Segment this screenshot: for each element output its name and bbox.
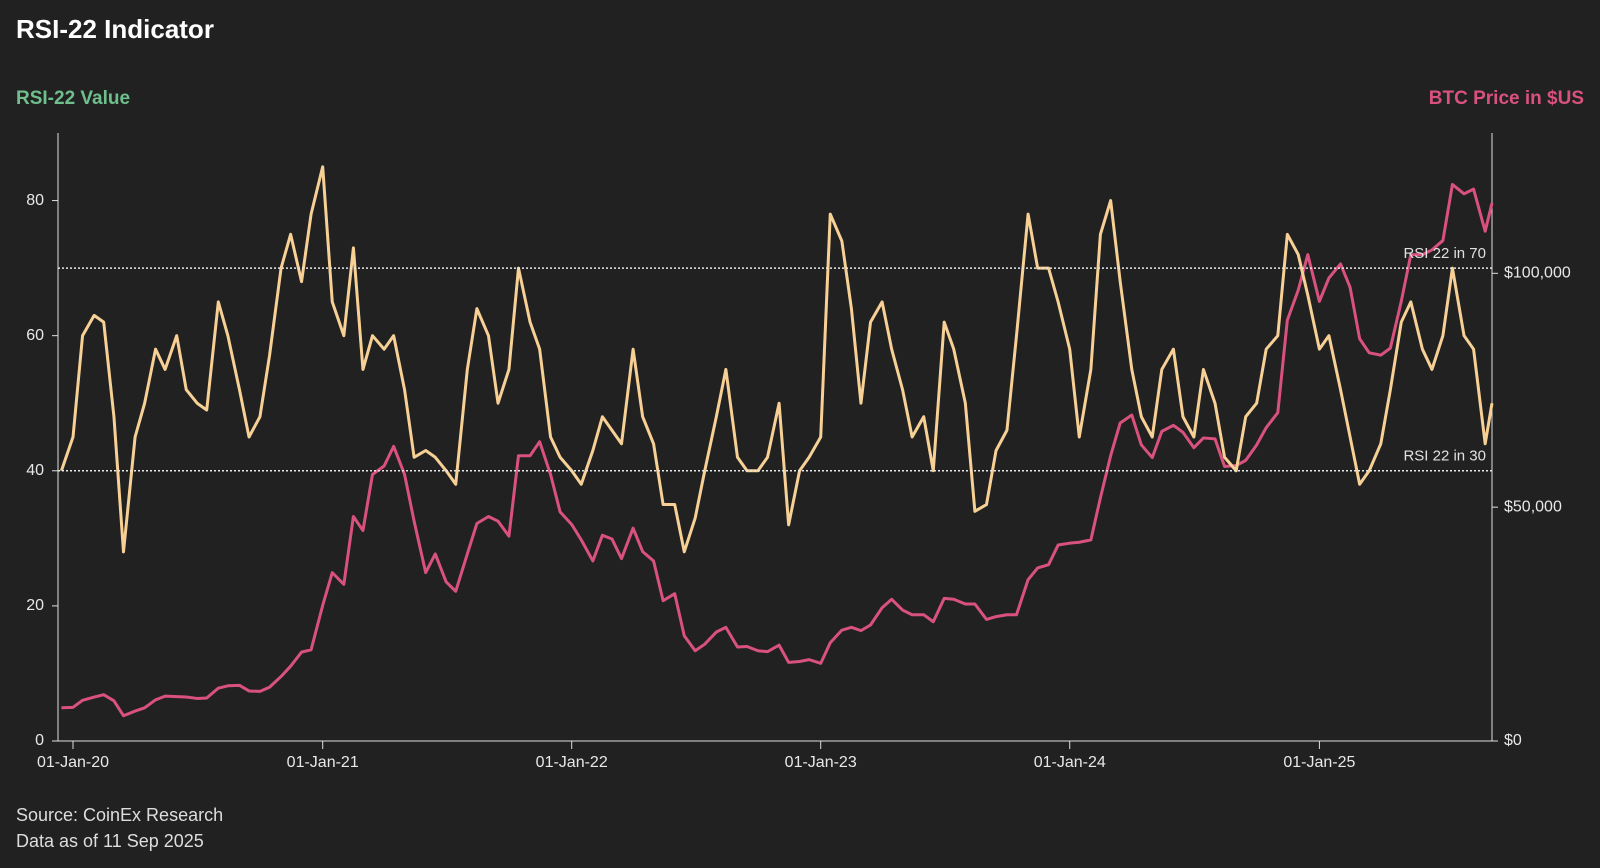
y2-tick-label: $50,000	[1504, 498, 1562, 515]
x-tick-label: 01-Jan-24	[1034, 754, 1106, 771]
chart-title: RSI-22 Indicator	[16, 14, 214, 44]
y-axis-title: RSI-22 Value	[16, 88, 130, 109]
series-line	[61, 182, 1494, 718]
series-line	[59, 165, 1494, 554]
y-tick-label: 40	[26, 462, 44, 479]
y-tick-label: 80	[26, 192, 44, 209]
reference-label: RSI 22 in 30	[1403, 448, 1486, 465]
y-tick-label: 60	[26, 327, 44, 344]
x-tick-label: 01-Jan-21	[287, 754, 359, 771]
y-tick-label: 20	[26, 597, 44, 614]
x-tick-label: 01-Jan-25	[1283, 754, 1355, 771]
x-tick-label: 01-Jan-20	[37, 754, 109, 771]
source: Source: CoinEx Research	[16, 805, 223, 825]
y2-axis-title: BTC Price in $US	[1429, 88, 1584, 109]
reference-label: RSI 22 in 70	[1403, 245, 1486, 262]
note: Data as of 11 Sep 2025	[16, 831, 204, 851]
y2-tick-label: $0	[1504, 732, 1522, 749]
y2-tick-label: $100,000	[1504, 265, 1571, 282]
y-tick-label: 0	[35, 732, 44, 749]
x-tick-label: 01-Jan-22	[536, 754, 608, 771]
x-tick-label: 01-Jan-23	[785, 754, 857, 771]
